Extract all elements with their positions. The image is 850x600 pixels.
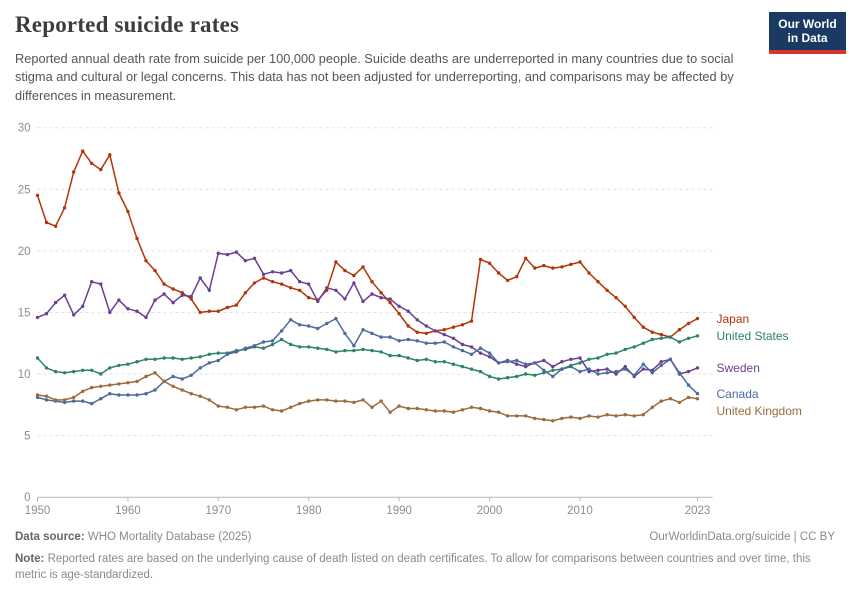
series-label-japan: Japan [717,312,750,326]
y-tick-label-25: 25 [18,184,31,196]
owid-logo: Our World in Data [769,12,846,55]
series-points-sweden [35,250,700,379]
owid-logo-red-strip [769,49,846,55]
owid-link-and-license: OurWorldinData.org/suicide | CC BY [649,531,835,543]
series-points-japan [35,149,700,339]
owid-logo-text: Our World in Data [769,12,846,50]
series-label-united-states: United States [717,329,789,343]
data-source: Data source: WHO Mortality Database (202… [15,531,252,543]
series-line-japan [36,150,698,338]
series-points-canada [35,316,700,406]
x-tick-label-2010: 2010 [567,505,593,517]
x-tick-label-1990: 1990 [386,505,412,517]
x-tick-label-1970: 1970 [206,505,232,517]
y-tick-label-5: 5 [24,431,30,443]
suicide-rates-line-chart: 0 5 10 15 20 25 30 1950 1960 1970 1980 1990 2000 2010… [18,123,802,518]
y-tick-label-30: 30 [18,123,31,135]
x-tick-label-2023: 2023 [685,505,711,517]
series-label-canada: Canada [717,387,759,401]
chart-note: Note: Reported rates are based on the un… [15,552,811,582]
x-tick-label-1960: 1960 [115,505,141,517]
x-tick-label-1980: 1980 [296,505,322,517]
x-tick-label-1950: 1950 [25,505,51,517]
chart-title: Reported suicide rates [15,12,240,37]
x-tick-label-2000: 2000 [477,505,503,517]
series-label-united-kingdom: United Kingdom [717,404,802,418]
y-tick-label-10: 10 [18,369,31,381]
y-tick-label-15: 15 [18,307,31,319]
chart-footer: Data source: WHO Mortality Database (202… [15,529,835,584]
chart-subtitle: Reported annual death rate from suicide … [15,51,734,103]
series-label-sweden: Sweden [717,361,760,375]
y-tick-label-0: 0 [24,492,30,504]
series-points-united-kingdom [35,371,700,423]
series-points-united-states [35,334,700,381]
y-tick-label-20: 20 [18,246,31,258]
